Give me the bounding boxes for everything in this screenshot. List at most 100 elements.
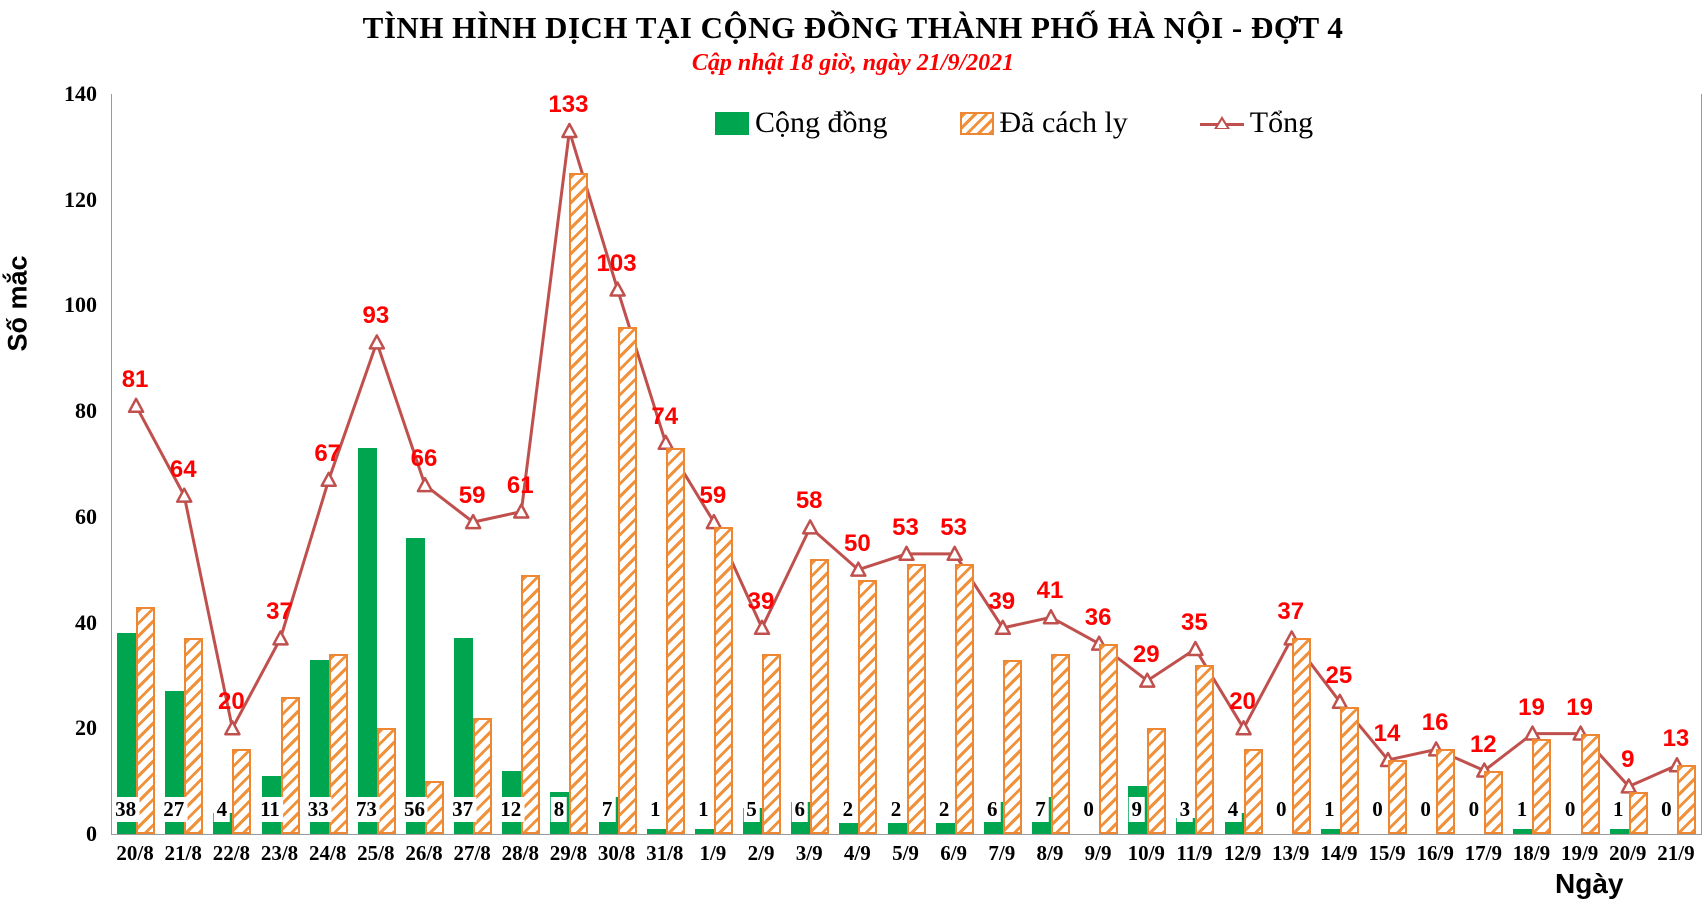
- community-value-label: 0: [1561, 797, 1579, 822]
- legend-item-isolated: Đã cách ly: [959, 106, 1128, 140]
- y-tick-label: 20: [75, 715, 97, 741]
- total-value-label: 74: [651, 402, 679, 430]
- community-value-label: 4: [1224, 797, 1242, 822]
- bar-da-cach-ly: [1676, 765, 1696, 834]
- total-value-label: 19: [1518, 693, 1545, 721]
- bar-cong-dong: [1513, 828, 1533, 834]
- community-value-label: 38: [112, 797, 140, 822]
- total-value-label: 29: [1132, 640, 1160, 668]
- total-value-label: 20: [218, 688, 245, 716]
- community-value-label: 0: [1080, 797, 1097, 822]
- bar-da-cach-ly: [617, 326, 637, 834]
- x-tick-label: 24/8: [309, 841, 347, 865]
- total-value-label: 59: [699, 482, 727, 510]
- community-value-label: 37: [449, 797, 477, 822]
- total-value-label: 37: [1277, 598, 1305, 626]
- y-tick-label: 60: [75, 503, 97, 529]
- total-value-label: 19: [1566, 693, 1593, 721]
- legend-label-total: Tổng: [1249, 106, 1314, 139]
- y-tick-label: 0: [86, 821, 97, 846]
- bar-da-cach-ly: [1339, 707, 1359, 834]
- x-tick-label: 2/9: [747, 841, 775, 865]
- x-tick-label: 13/9: [1272, 841, 1310, 865]
- x-tick-label: 5/9: [892, 841, 919, 865]
- bar-cong-dong: [1320, 828, 1340, 834]
- total-line-marker-icon: [801, 519, 819, 535]
- total-value-label: 13: [1662, 725, 1690, 753]
- bar-da-cach-ly: [376, 728, 396, 834]
- chart-title: TÌNH HÌNH DỊCH TẠI CỘNG ĐỒNG THÀNH PHỐ H…: [362, 10, 1344, 45]
- total-value-label: 67: [314, 439, 342, 467]
- total-line-marker-icon: [1620, 778, 1638, 794]
- community-value-label: 6: [984, 797, 1001, 822]
- bar-cong-dong: [935, 823, 955, 834]
- community-value-label: 1: [646, 797, 664, 822]
- total-value-label: 93: [362, 302, 390, 330]
- total-line-swatch-icon: [1199, 112, 1244, 135]
- total-line-marker-icon: [994, 619, 1012, 636]
- total-line-marker-icon: [513, 503, 530, 519]
- total-value-label: 41: [1036, 577, 1064, 605]
- bar-da-cach-ly: [906, 564, 926, 834]
- total-line-marker-icon: [464, 513, 482, 530]
- x-tick-label: 26/8: [405, 841, 443, 865]
- total-value-label: 133: [548, 91, 589, 118]
- total-value-label: 36: [1084, 603, 1112, 631]
- bar-da-cach-ly: [1050, 654, 1070, 834]
- legend-label-community: Cộng đồng: [755, 106, 888, 139]
- bar-da-cach-ly: [762, 654, 782, 834]
- community-value-label: 0: [1369, 797, 1386, 822]
- bar-da-cach-ly: [665, 448, 685, 834]
- bar-da-cach-ly: [232, 749, 252, 834]
- community-value-label: 9: [1128, 797, 1145, 822]
- legend-item-community: Cộng đồng: [715, 106, 888, 140]
- bar-da-cach-ly: [569, 173, 589, 834]
- community-value-label: 5: [743, 797, 760, 822]
- x-tick-label: 23/8: [260, 841, 299, 865]
- community-value-label: 56: [400, 797, 428, 822]
- bar-da-cach-ly: [1147, 728, 1167, 834]
- x-tick-label: 30/8: [597, 841, 636, 865]
- bar-cong-dong: [694, 828, 714, 834]
- total-line-marker-icon: [657, 434, 674, 451]
- total-value-label: 35: [1181, 609, 1208, 636]
- bar-da-cach-ly: [521, 575, 541, 834]
- x-tick-label: 27/8: [453, 841, 491, 865]
- community-value-label: 1: [1321, 797, 1338, 822]
- total-value-label: 66: [410, 445, 438, 473]
- x-tick-label: 10/9: [1127, 841, 1165, 865]
- x-tick-label: 17/9: [1464, 841, 1502, 865]
- x-tick-label: 16/9: [1416, 841, 1454, 865]
- community-value-label: 1: [1513, 797, 1531, 822]
- bar-da-cach-ly: [1436, 749, 1456, 834]
- x-tick-label: 3/9: [795, 841, 823, 865]
- chart-subtitle: Cập nhật 18 giờ, ngày 21/9/2021: [691, 50, 1015, 76]
- bar-da-cach-ly: [1002, 659, 1022, 834]
- bar-da-cach-ly: [713, 527, 733, 834]
- total-value-label: 39: [988, 587, 1016, 615]
- total-value-label: 20: [1229, 688, 1256, 716]
- total-line-marker-icon: [1235, 720, 1252, 736]
- bar-da-cach-ly: [858, 580, 878, 834]
- bar-da-cach-ly: [184, 638, 204, 834]
- bar-da-cach-ly: [473, 717, 493, 834]
- total-line-marker-icon: [175, 487, 193, 503]
- bar-da-cach-ly: [810, 559, 830, 834]
- total-value-label: 81: [121, 365, 149, 393]
- total-line-marker-icon: [224, 720, 241, 736]
- bar-cong-dong: [117, 633, 137, 834]
- total-line-marker-icon: [946, 545, 963, 562]
- bar-da-cach-ly: [1484, 770, 1504, 834]
- x-tick-label: 4/9: [843, 841, 871, 865]
- total-value-label: 12: [1469, 730, 1497, 758]
- bar-da-cach-ly: [136, 606, 156, 834]
- community-value-label: 0: [1417, 797, 1434, 822]
- x-tick-label: 25/8: [357, 841, 395, 865]
- total-line-marker-icon: [127, 397, 145, 414]
- total-value-label: 39: [747, 587, 775, 615]
- bar-cong-dong: [839, 823, 859, 834]
- bar-da-cach-ly: [1291, 638, 1311, 834]
- total-line-marker-icon: [609, 281, 626, 297]
- legend: Cộng đồng Đã cách ly Tổng: [715, 106, 1313, 140]
